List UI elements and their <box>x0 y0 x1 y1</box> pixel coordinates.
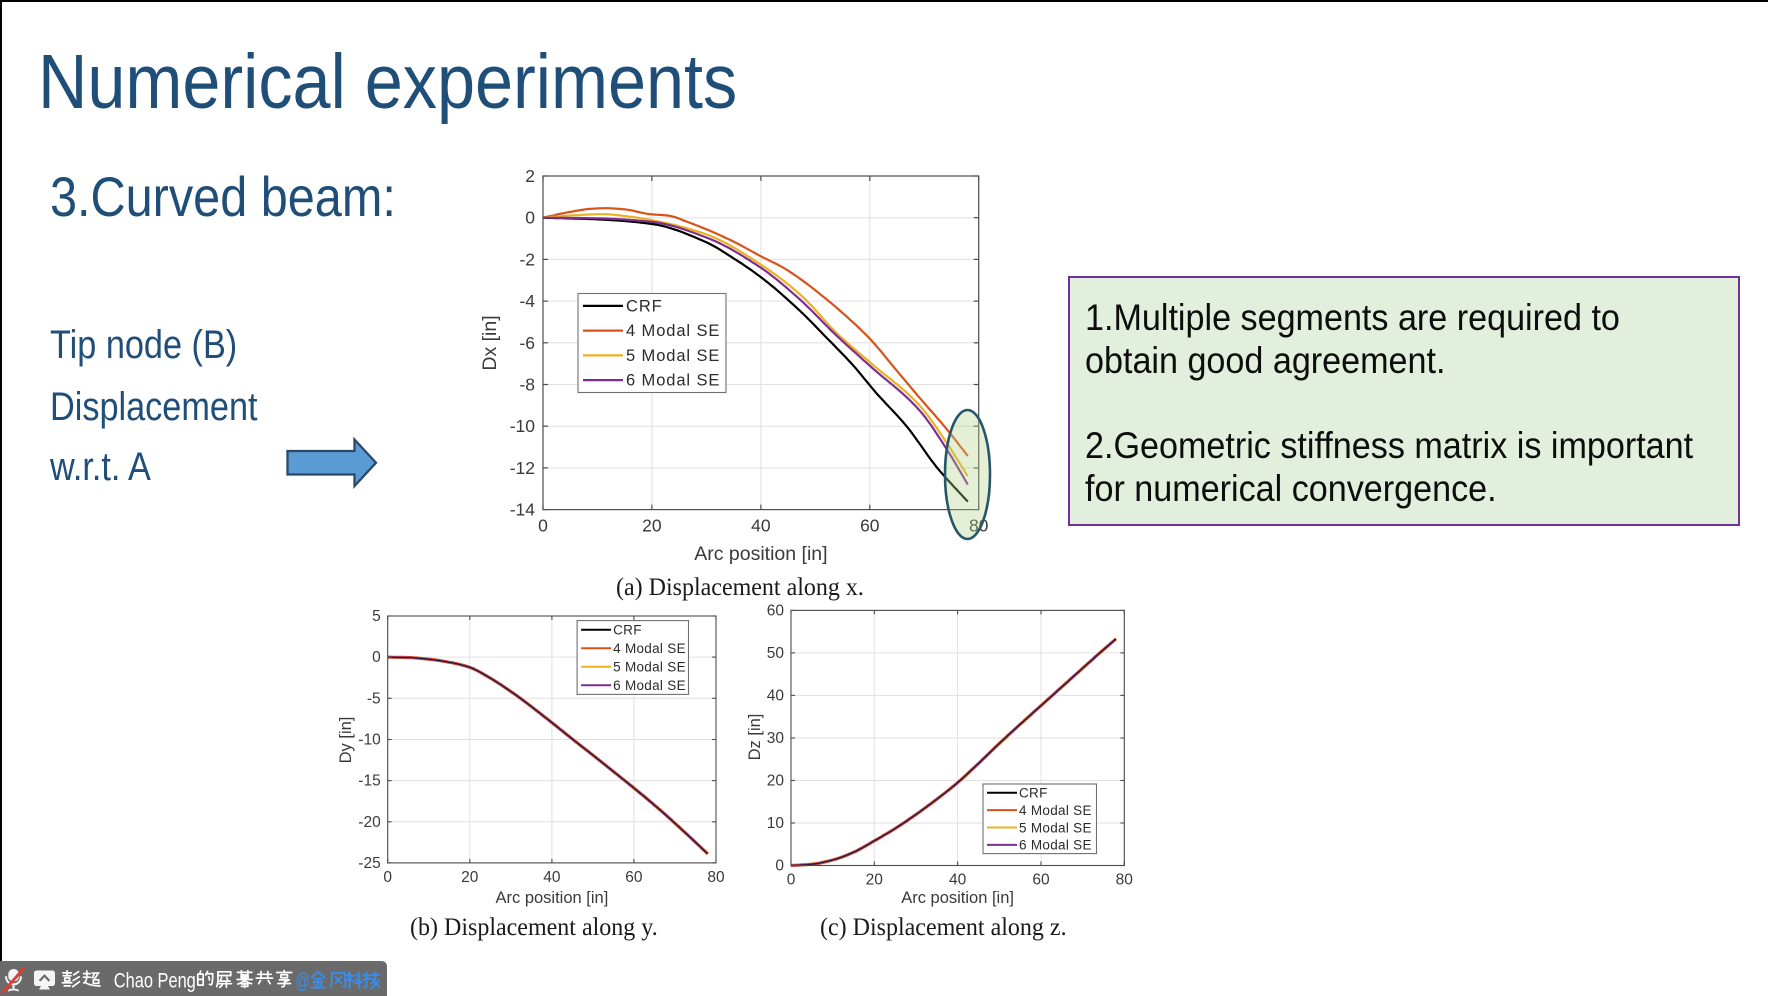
svg-text:5 Modal SE: 5 Modal SE <box>1019 820 1092 835</box>
svg-text:Dx [in]: Dx [in] <box>479 315 501 370</box>
svg-text:0: 0 <box>372 649 381 666</box>
svg-text:Chao Peng: Chao Peng <box>114 968 196 992</box>
svg-text:0: 0 <box>787 872 796 889</box>
svg-text:10: 10 <box>767 815 785 832</box>
svg-text:Arc position [in]: Arc position [in] <box>694 543 827 565</box>
svg-text:-10: -10 <box>358 732 381 749</box>
svg-text:6 Modal SE: 6 Modal SE <box>613 678 686 693</box>
svg-text:CRF: CRF <box>1019 786 1048 801</box>
svg-text:60: 60 <box>625 869 643 886</box>
svg-text:@: @ <box>296 970 311 993</box>
svg-text:5: 5 <box>372 608 381 625</box>
svg-text:CRF: CRF <box>613 623 642 638</box>
svg-text:0: 0 <box>538 516 548 536</box>
svg-text:20: 20 <box>642 516 662 536</box>
svg-text:-8: -8 <box>519 375 535 395</box>
svg-text:6 Modal SE: 6 Modal SE <box>626 372 720 390</box>
svg-text:40: 40 <box>767 687 785 704</box>
svg-text:-12: -12 <box>510 458 535 478</box>
svg-text:Arc position [in]: Arc position [in] <box>901 889 1014 907</box>
svg-text:20: 20 <box>461 869 479 886</box>
svg-text:-6: -6 <box>519 333 535 353</box>
svg-text:40: 40 <box>751 516 771 536</box>
svg-text:5 Modal SE: 5 Modal SE <box>626 347 720 365</box>
svg-text:6 Modal SE: 6 Modal SE <box>1019 838 1092 853</box>
svg-text:-2: -2 <box>519 249 535 269</box>
svg-text:-15: -15 <box>358 773 380 790</box>
svg-text:60: 60 <box>860 516 880 536</box>
svg-text:80: 80 <box>1116 872 1134 889</box>
svg-text:2: 2 <box>525 166 535 186</box>
svg-text:60: 60 <box>767 602 785 619</box>
svg-text:0: 0 <box>383 869 392 886</box>
svg-text:-5: -5 <box>367 690 381 707</box>
svg-text:4 Modal SE: 4 Modal SE <box>626 322 720 340</box>
svg-text:Dy [in]: Dy [in] <box>337 717 355 764</box>
svg-text:0: 0 <box>525 208 535 228</box>
svg-text:0: 0 <box>775 858 784 875</box>
svg-text:CRF: CRF <box>626 297 663 315</box>
svg-text:80: 80 <box>707 869 725 886</box>
svg-text:4 Modal SE: 4 Modal SE <box>613 641 686 656</box>
svg-text:Dz [in]: Dz [in] <box>746 714 764 761</box>
svg-text:20: 20 <box>767 773 785 790</box>
svg-text:50: 50 <box>767 645 785 662</box>
svg-text:4 Modal SE: 4 Modal SE <box>1019 803 1092 818</box>
svg-text:20: 20 <box>866 872 884 889</box>
svg-text:Arc position [in]: Arc position [in] <box>495 889 608 907</box>
svg-text:30: 30 <box>767 730 785 747</box>
svg-text:40: 40 <box>543 869 561 886</box>
svg-text:-4: -4 <box>519 291 535 311</box>
svg-text:60: 60 <box>1032 872 1050 889</box>
svg-text:-10: -10 <box>510 416 536 436</box>
svg-text:-25: -25 <box>358 855 380 872</box>
svg-text:5 Modal SE: 5 Modal SE <box>613 660 686 675</box>
svg-text:-20: -20 <box>358 814 381 831</box>
svg-text:-14: -14 <box>510 500 536 520</box>
svg-text:40: 40 <box>949 872 967 889</box>
